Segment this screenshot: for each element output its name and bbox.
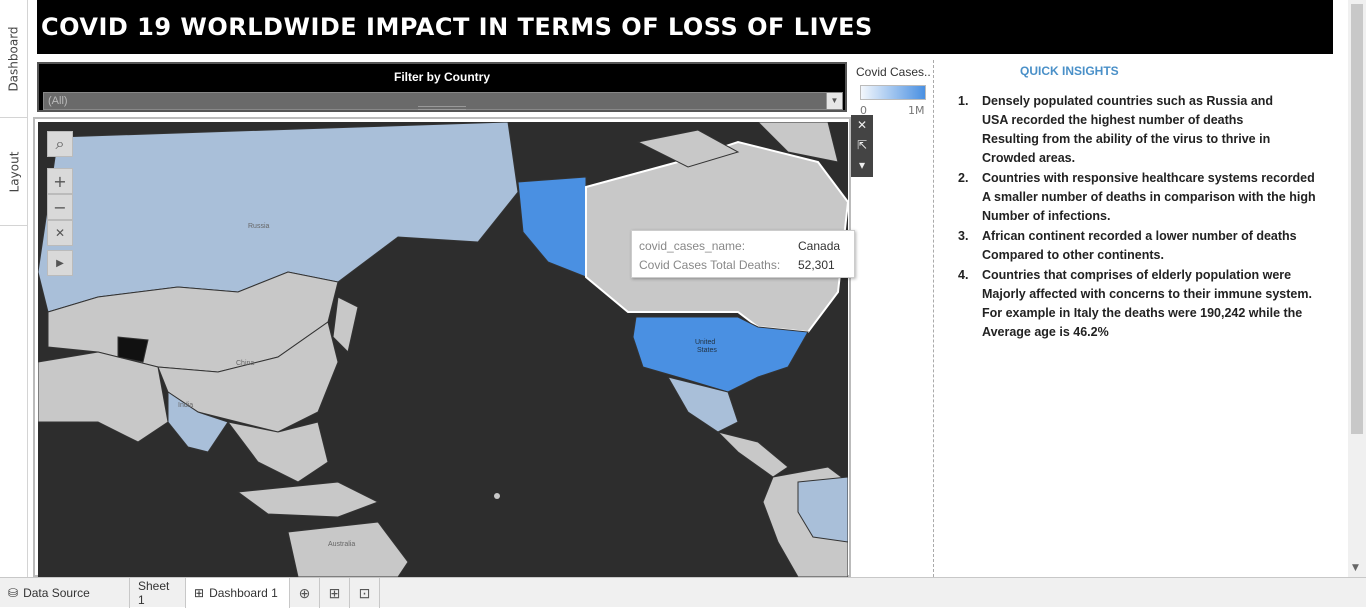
dashboard-grid-icon: ⊞ bbox=[194, 586, 205, 600]
scrollbar-thumb[interactable] bbox=[1351, 4, 1363, 434]
label-states: States bbox=[697, 347, 717, 354]
country-brazil bbox=[797, 476, 848, 543]
insights-list: 1. Densely populated countries such as Ru… bbox=[958, 92, 1338, 343]
country-australia bbox=[287, 521, 409, 577]
region-alaska bbox=[517, 176, 587, 278]
insight-item: 2. Countries with responsive healthcare s… bbox=[958, 169, 1338, 226]
tab-data-source-label: Data Source bbox=[23, 586, 90, 600]
insight-line: Compared to other continents. bbox=[982, 248, 1164, 262]
tab-data-source[interactable]: ⛁ Data Source bbox=[0, 578, 130, 608]
insight-item: 1. Densely populated countries such as Ru… bbox=[958, 92, 1338, 168]
dashboard-title: COVID 19 WORLDWIDE IMPACT IN TERMS OF LO… bbox=[41, 13, 873, 41]
insight-line: Resulting from the ability of the virus … bbox=[982, 132, 1271, 146]
insight-line: A smaller number of deaths in comparison… bbox=[982, 190, 1316, 204]
country-mexico bbox=[666, 376, 739, 433]
label-united: United bbox=[695, 339, 715, 346]
region-indonesia bbox=[236, 481, 380, 518]
separator bbox=[933, 60, 934, 577]
zoom-in-icon[interactable]: + bbox=[47, 168, 73, 194]
label-india: India bbox=[178, 402, 193, 409]
tooltip-key-deaths: Covid Cases Total Deaths: bbox=[639, 258, 781, 272]
side-panel-tabs: Dashboard Layout bbox=[0, 0, 28, 577]
scroll-down-icon[interactable]: ▼ bbox=[1352, 563, 1359, 573]
tab-sheet1-label: Sheet 1 bbox=[138, 579, 170, 607]
insight-line: For example in Italy the deaths were 190… bbox=[982, 306, 1303, 320]
tab-layout-label: Layout bbox=[7, 151, 22, 192]
country-japan bbox=[332, 296, 359, 353]
region-middle-east bbox=[38, 351, 169, 443]
label-australia: Australia bbox=[328, 541, 355, 548]
tab-layout[interactable]: Layout bbox=[0, 118, 28, 226]
close-icon[interactable]: ✕ bbox=[856, 118, 868, 132]
region-arctic-islands bbox=[636, 129, 740, 168]
tab-dashboard-label: Dashboard bbox=[7, 25, 22, 92]
insight-line: Densely populated countries such as Russ… bbox=[982, 94, 1274, 108]
tab-dashboard[interactable]: Dashboard bbox=[0, 0, 28, 118]
country-filter: Filter by Country (All) ▼ bbox=[37, 62, 847, 112]
reset-icon[interactable]: ✕ bbox=[47, 220, 73, 246]
tooltip-country: Canada bbox=[798, 239, 841, 253]
region-central-america bbox=[716, 431, 789, 478]
new-sheet-icon[interactable]: ⊕ bbox=[290, 578, 320, 608]
dashboard-title-bar: COVID 19 WORLDWIDE IMPACT IN TERMS OF LO… bbox=[37, 0, 1333, 54]
new-dashboard-icon[interactable]: ⊞ bbox=[320, 578, 350, 608]
insight-line: Crowded areas. bbox=[982, 151, 1076, 165]
floating-tools: ✕ ⇱ ▾ bbox=[851, 115, 873, 177]
map-tooltip: covid_cases_name: Canada Covid Cases Tot… bbox=[631, 230, 855, 278]
new-story-icon[interactable]: ⊡ bbox=[350, 578, 380, 608]
dropdown-icon[interactable]: ▾ bbox=[858, 158, 866, 172]
dark-region bbox=[117, 336, 149, 363]
insight-number: 4. bbox=[958, 268, 969, 282]
region-se-asia bbox=[226, 421, 329, 483]
legend-max: 1M bbox=[908, 104, 925, 117]
insights-title: QUICK INSIGHTS bbox=[1020, 64, 1119, 78]
country-usa bbox=[632, 316, 809, 393]
tooltip-deaths: 52,301 bbox=[798, 258, 835, 272]
insight-line: Countries with responsive healthcare sys… bbox=[982, 171, 1315, 185]
legend-title: Covid Cases.. bbox=[856, 65, 931, 79]
filter-selected-value: (All) bbox=[48, 95, 68, 107]
legend-gradient bbox=[860, 85, 926, 100]
zoom-out-icon[interactable]: − bbox=[47, 194, 73, 220]
tab-dashboard1-label: Dashboard 1 bbox=[209, 586, 278, 600]
insight-line: Countries that comprises of elderly popu… bbox=[982, 268, 1292, 282]
tooltip-key-name: covid_cases_name: bbox=[639, 239, 746, 253]
tab-sheet1[interactable]: Sheet 1 bbox=[130, 578, 186, 608]
database-icon: ⛁ bbox=[8, 586, 19, 600]
legend-min: 0 bbox=[860, 104, 867, 117]
insight-line: African continent recorded a lower numbe… bbox=[982, 229, 1297, 243]
filter-title: Filter by Country bbox=[393, 70, 490, 84]
sheet-tab-bar: ⛁ Data Source Sheet 1 ⊞ Dashboard 1 ⊕ ⊞ … bbox=[0, 577, 1366, 608]
label-china: China bbox=[236, 360, 254, 367]
insight-number: 2. bbox=[958, 171, 969, 185]
search-icon[interactable]: ⌕ bbox=[47, 131, 73, 157]
insight-number: 3. bbox=[958, 229, 969, 243]
insight-item: 4. Countries that comprises of elderly po… bbox=[958, 266, 1338, 342]
insight-line: Majorly affected with concerns to their … bbox=[982, 287, 1312, 301]
region-arctic-islands-2 bbox=[757, 122, 839, 163]
insight-line: Average age is 46.2% bbox=[982, 325, 1109, 339]
popout-icon[interactable]: ⇱ bbox=[856, 138, 868, 152]
play-icon[interactable]: ▶ bbox=[47, 250, 73, 276]
world-map[interactable]: Russia China India United States Austral… bbox=[38, 122, 848, 577]
hawaii-dot bbox=[494, 493, 500, 499]
insight-number: 1. bbox=[958, 94, 969, 108]
tab-dashboard1[interactable]: ⊞ Dashboard 1 bbox=[186, 578, 290, 608]
color-legend: Covid Cases.. 0 1M bbox=[852, 62, 932, 122]
insight-item: 3. African continent recorded a lower num… bbox=[958, 227, 1338, 265]
vertical-scrollbar[interactable]: ▼ bbox=[1348, 0, 1366, 577]
insight-line: Number of infections. bbox=[982, 209, 1111, 223]
label-russia: Russia bbox=[248, 223, 270, 230]
insight-line: USA recorded the highest number of death… bbox=[982, 113, 1244, 127]
map-canvas: Russia China India United States Austral… bbox=[38, 122, 848, 577]
chevron-down-icon[interactable]: ▼ bbox=[826, 93, 842, 109]
drag-handle[interactable] bbox=[418, 104, 466, 114]
